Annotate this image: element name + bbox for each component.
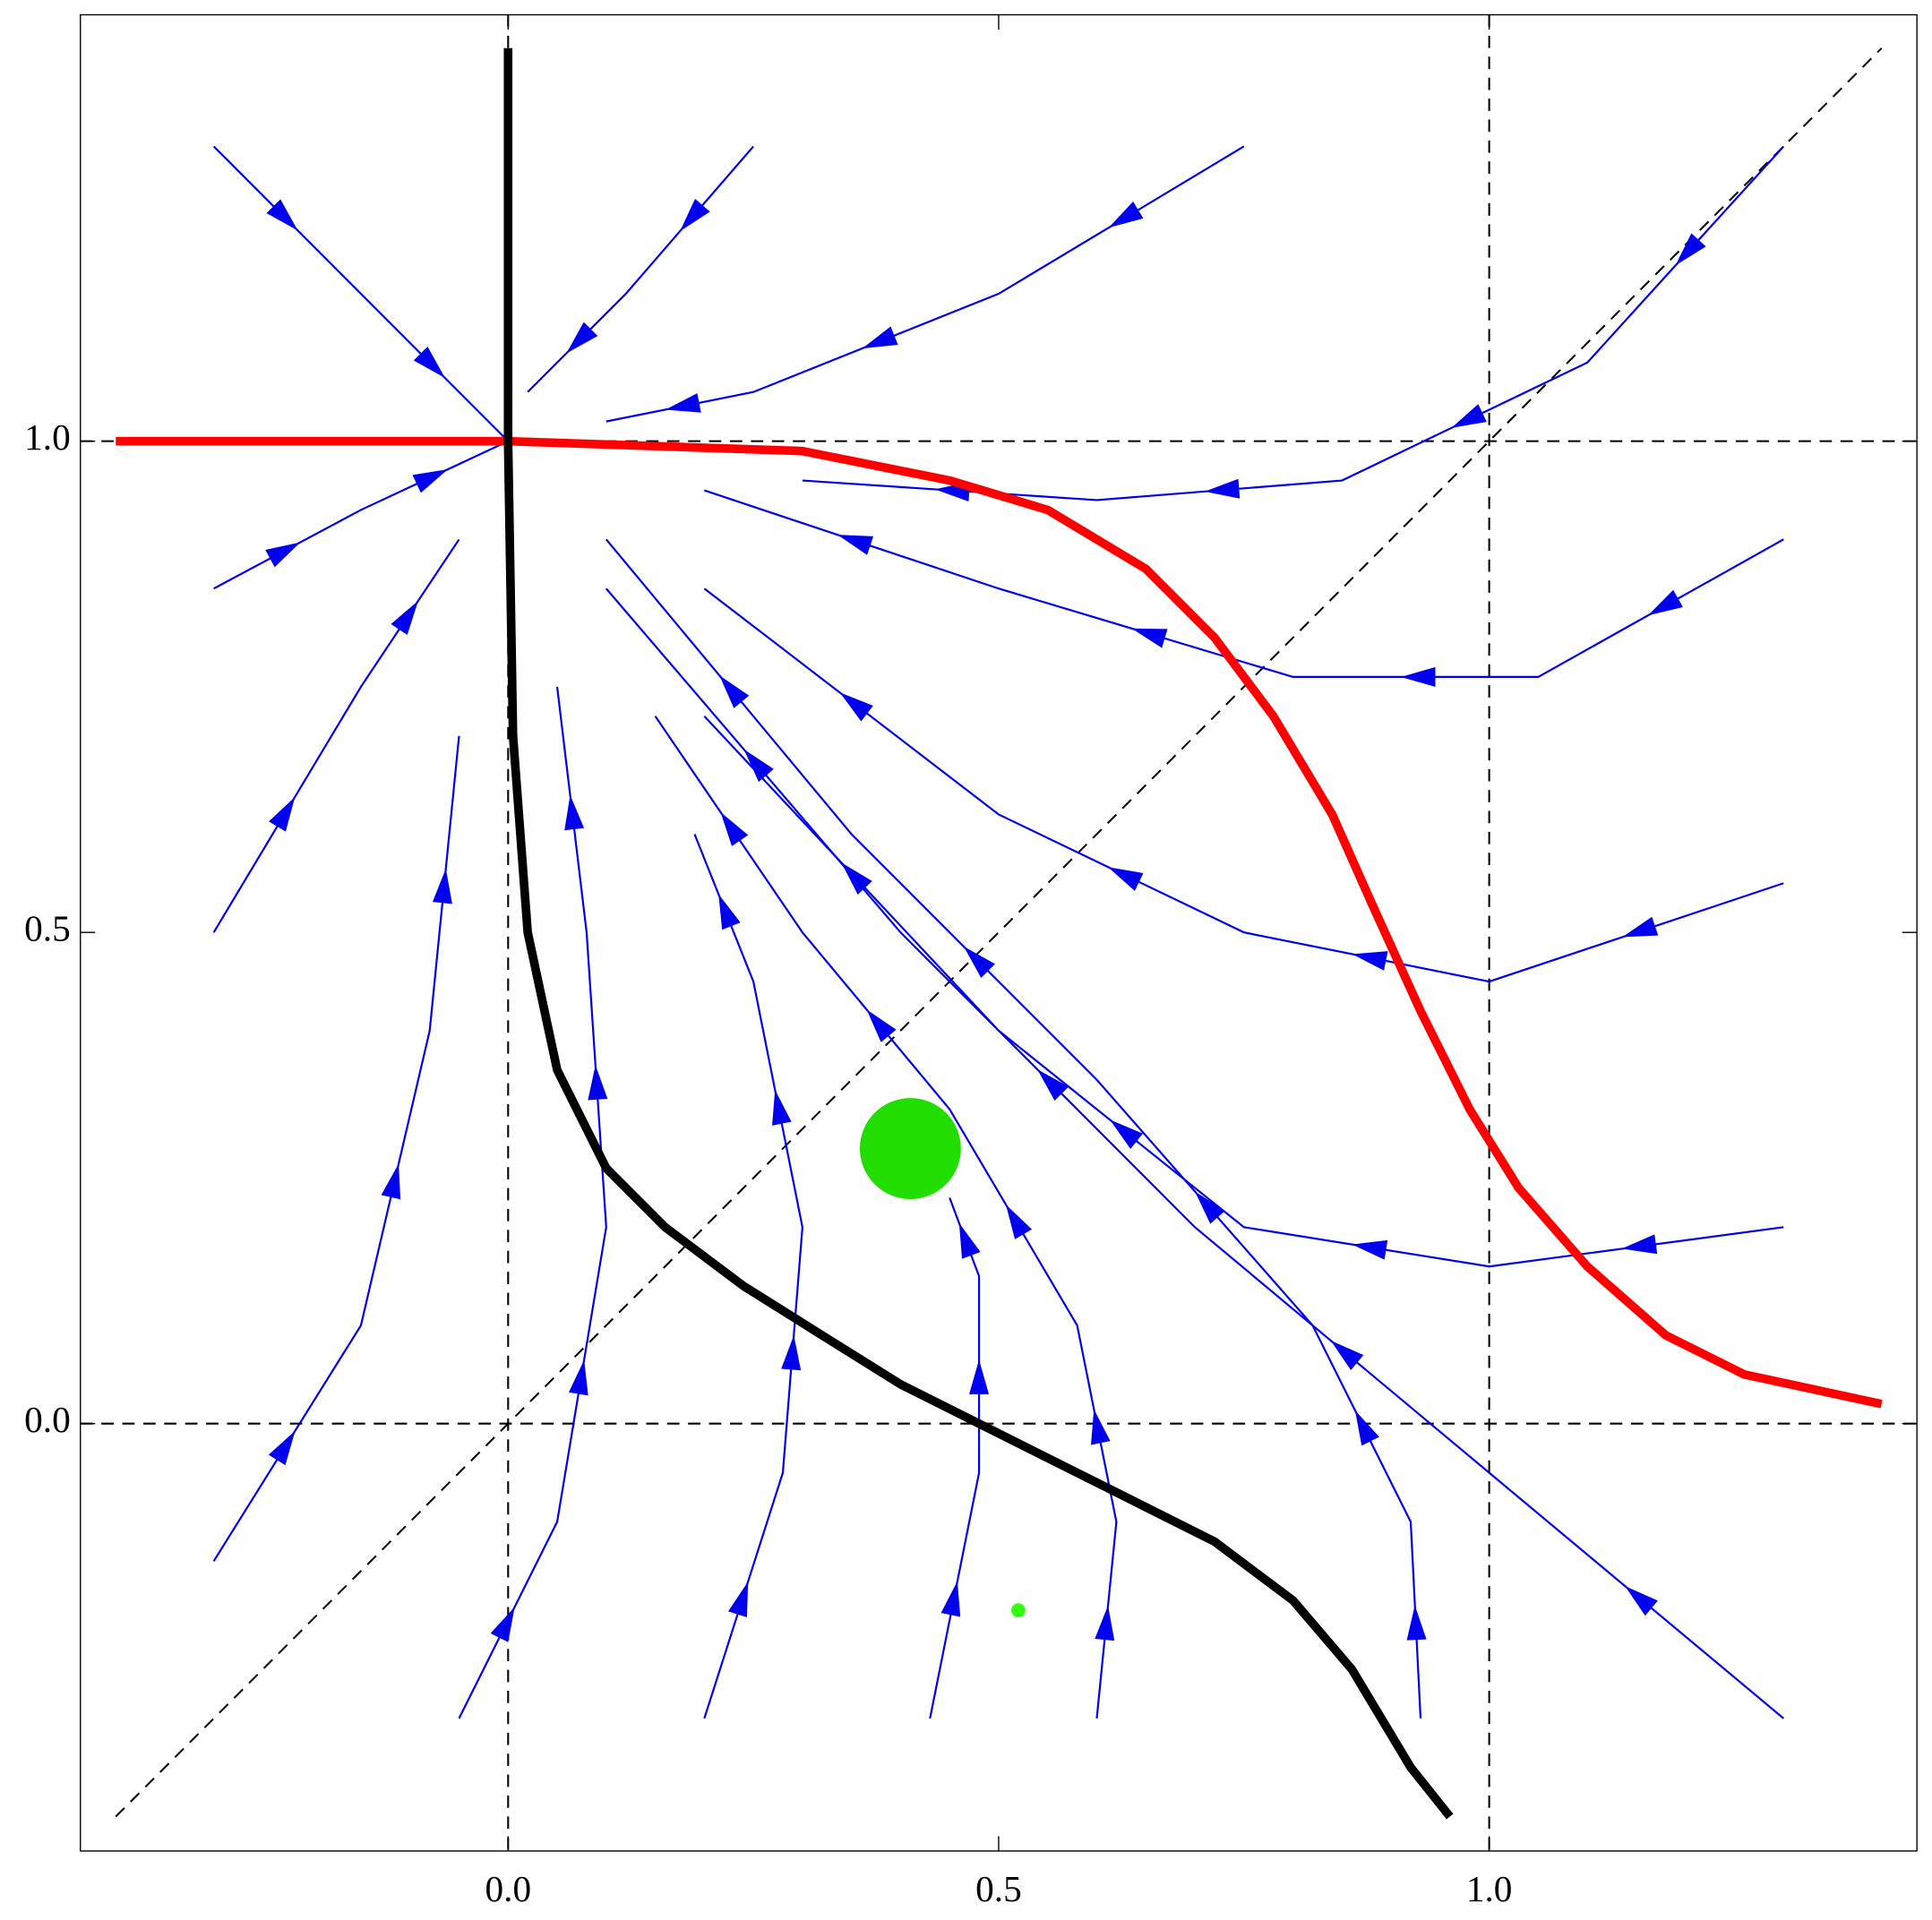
- stream-arrow: [781, 1334, 802, 1371]
- streamline: [458, 686, 607, 1719]
- curve: [116, 436, 1883, 1409]
- stream-arrow: [720, 811, 749, 846]
- stream-arrow: [1006, 1204, 1033, 1239]
- point: [1010, 1603, 1026, 1618]
- y-tick-label: 0.0: [24, 1399, 71, 1440]
- stream-arrow: [969, 1359, 990, 1394]
- stream-arrow: [1037, 1069, 1069, 1101]
- stream-arrow: [1095, 1605, 1115, 1641]
- stream-arrow: [266, 199, 298, 231]
- streamline: [703, 716, 1784, 1268]
- stream-arrow: [432, 868, 452, 904]
- stream-arrow: [412, 469, 449, 493]
- stream-arrow: [680, 198, 710, 232]
- stream-arrow: [1352, 1239, 1388, 1260]
- x-tick-label: 0.5: [975, 1868, 1022, 1909]
- streamline: [929, 1197, 981, 1719]
- streamline: [212, 735, 460, 1562]
- stream-arrow: [1621, 1234, 1658, 1255]
- stream-arrow: [1131, 628, 1168, 648]
- streamline: [605, 145, 1245, 423]
- stream-arrow: [1406, 1605, 1427, 1641]
- stream-arrow: [1625, 1586, 1658, 1616]
- streamline: [704, 489, 1784, 679]
- stream-arrow: [665, 393, 701, 413]
- stream-arrow: [490, 1607, 515, 1642]
- streamline: [527, 145, 754, 393]
- diagonal-line: [115, 47, 1883, 1818]
- stream-arrow: [413, 347, 445, 379]
- stream-arrow: [269, 796, 296, 832]
- streamline: [212, 538, 460, 933]
- stream-arrow: [940, 1581, 961, 1617]
- stream-arrow: [566, 321, 598, 354]
- stream-arrow: [1109, 1119, 1143, 1149]
- streamline: [654, 716, 1118, 1719]
- y-tick-label: 1.0: [24, 416, 71, 458]
- streamline: [605, 587, 1784, 1719]
- stream-arrow: [772, 1089, 792, 1126]
- stream-arrow: [958, 1222, 981, 1259]
- stream-arrow: [568, 1359, 588, 1396]
- stream-arrow: [862, 326, 898, 349]
- curve: [503, 47, 1454, 1820]
- stream-arrow: [391, 600, 418, 636]
- stream-arrow: [265, 542, 301, 568]
- stream-arrow: [839, 692, 873, 722]
- streamline: [703, 587, 1784, 983]
- stream-arrow: [743, 749, 774, 783]
- stream-arrow: [1107, 867, 1144, 891]
- stream-arrow: [381, 1163, 401, 1200]
- streamline: [693, 834, 803, 1719]
- streamline: [605, 538, 1422, 1719]
- stream-arrow: [564, 794, 585, 831]
- stream-arrow: [268, 1430, 296, 1466]
- y-tick-label: 0.5: [24, 908, 71, 949]
- stream-arrow: [866, 1009, 897, 1042]
- stream-arrow: [1622, 916, 1659, 938]
- stream-arrow: [837, 535, 874, 555]
- streamline: [213, 440, 509, 590]
- x-tick-label: 0.0: [485, 1868, 532, 1909]
- stream-arrow: [1451, 404, 1487, 428]
- stream-arrow: [727, 1581, 749, 1618]
- stream-arrow: [1195, 1191, 1225, 1224]
- stream-arrow: [719, 675, 750, 708]
- stream-arrow: [841, 862, 872, 895]
- stream-arrow: [1675, 233, 1706, 266]
- stream-arrow: [1647, 589, 1683, 616]
- stream-arrow: [1352, 951, 1388, 971]
- stream-arrow: [1330, 1340, 1364, 1370]
- stream-arrow: [1108, 201, 1144, 228]
- stream-arrow: [963, 946, 995, 978]
- stream-arrow: [1091, 1409, 1111, 1445]
- stream-arrow: [1354, 1410, 1379, 1446]
- streamline: [212, 145, 510, 442]
- stream-arrow: [588, 1065, 608, 1101]
- stream-arrow: [1400, 666, 1436, 687]
- stream-arrow: [718, 894, 741, 930]
- point: [859, 1098, 961, 1199]
- x-tick-label: 1.0: [1466, 1868, 1513, 1909]
- streamline: [802, 145, 1785, 501]
- stream-arrow: [1204, 478, 1241, 499]
